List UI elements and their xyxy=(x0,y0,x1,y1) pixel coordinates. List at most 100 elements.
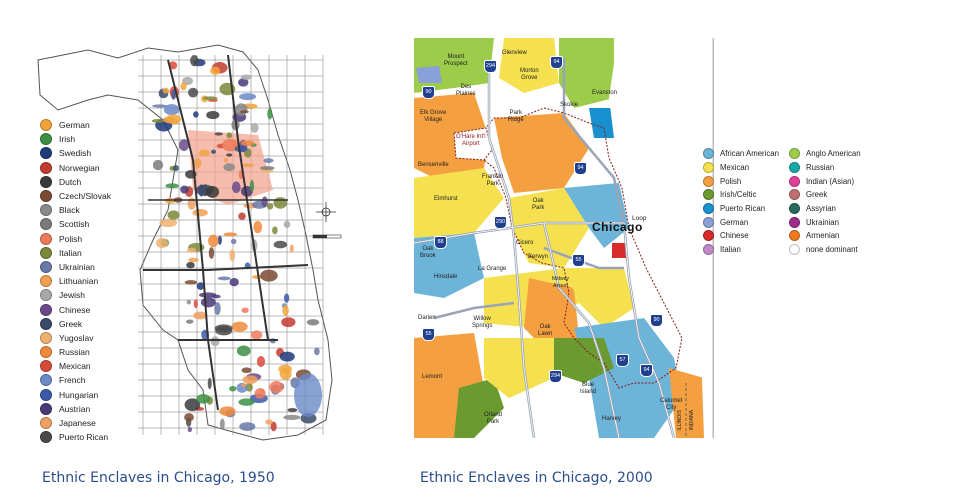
place-label: Darien xyxy=(418,315,436,321)
map-1950-legend-item: Austrian xyxy=(40,402,111,416)
enclave-patch xyxy=(184,413,194,422)
legend-swatch-icon xyxy=(703,203,714,215)
legend-swatch-icon xyxy=(789,175,800,187)
legend-label: Jewish xyxy=(59,290,85,301)
legend-label: Irish xyxy=(59,134,76,145)
enclave-patch xyxy=(188,87,199,98)
enclave-patch xyxy=(188,257,199,263)
enclave-patch xyxy=(200,297,216,308)
place-label: Franklin Park xyxy=(482,174,504,187)
legend-label: Austrian xyxy=(59,403,91,414)
place-label: Skokie xyxy=(560,102,579,108)
legend-label: Czech/Slovak xyxy=(59,191,111,202)
place-label: Calumet City xyxy=(660,398,683,411)
map-2000-graphic xyxy=(414,38,714,438)
enclave-patch xyxy=(163,104,180,116)
enclave-patch xyxy=(186,247,197,253)
enclave-region xyxy=(416,66,442,83)
legend-1950: German Irish Swedish Norwegian Dutch Czech/Sl… xyxy=(40,118,111,444)
enclave-patch xyxy=(294,373,322,417)
place-label: Morton Grove xyxy=(520,68,539,81)
map-1950-legend-item: Italian xyxy=(40,246,111,260)
legend-swatch-icon xyxy=(40,402,52,415)
enclave-patch xyxy=(283,414,301,421)
enclave-region xyxy=(669,368,704,438)
legend-label: Hungarian xyxy=(59,389,99,400)
legend-swatch-icon xyxy=(40,417,52,430)
legend-swatch-icon xyxy=(789,216,800,228)
legend-label: Polish xyxy=(59,233,83,244)
enclave-region xyxy=(454,378,504,438)
highway-shield-icon: 55 xyxy=(422,328,435,341)
city-label: Chicago xyxy=(592,220,643,234)
legend-swatch-icon xyxy=(703,230,714,242)
enclave-patch xyxy=(165,114,182,125)
legend-swatch-icon xyxy=(40,431,52,444)
place-label: Glenview xyxy=(502,50,527,56)
legend-label: Puerto Rican xyxy=(720,204,766,214)
place-label: Mount Prospect xyxy=(444,54,468,67)
legend-label: Swedish xyxy=(59,148,92,159)
legend-swatch-icon xyxy=(789,244,800,256)
enclave-patch xyxy=(231,321,248,332)
place-label: Harvey xyxy=(602,416,622,422)
highway-shield-icon: 94 xyxy=(574,162,587,175)
legend-label: none dominant xyxy=(806,245,858,255)
place-label: Midway Airport xyxy=(552,276,569,289)
enclave-patch xyxy=(208,247,215,259)
enclave-patch xyxy=(208,234,219,248)
expressway xyxy=(433,301,515,320)
enclave-patch xyxy=(240,140,255,146)
enclave-patch xyxy=(226,132,233,139)
legend-swatch-icon xyxy=(40,232,52,245)
map-1950-legend-item: Norwegian xyxy=(40,161,111,175)
map-1950-legend-item: Polish xyxy=(40,232,111,246)
lake-michigan xyxy=(609,38,714,438)
enclave-patch xyxy=(167,210,180,220)
legend-swatch-icon xyxy=(40,331,52,344)
enclave-patch xyxy=(211,149,217,154)
map-1950-legend-item: Ukrainian xyxy=(40,260,111,274)
enclave-patch xyxy=(219,406,236,417)
enclave-patch xyxy=(199,292,217,298)
enclave-patch xyxy=(239,422,256,431)
enclave-patch xyxy=(217,235,222,245)
highway-shield-icon: 94 xyxy=(550,56,563,69)
legend-label: Mexican xyxy=(720,163,750,173)
enclave-patch xyxy=(152,159,164,171)
legend-swatch-icon xyxy=(703,175,714,187)
enclave-patch xyxy=(266,203,274,210)
enclave-patch xyxy=(193,311,208,320)
expressway xyxy=(543,246,624,270)
legend-swatch-icon xyxy=(40,374,52,387)
enclave-patch xyxy=(261,196,268,208)
enclave-patch xyxy=(240,74,252,80)
map-1950-legend-item: French xyxy=(40,373,111,387)
enclave-region xyxy=(414,168,504,238)
enclave-patch xyxy=(171,89,176,100)
legend-swatch-icon xyxy=(789,189,800,201)
legend-label: French xyxy=(59,375,86,386)
enclave-patch xyxy=(236,345,251,357)
enclave-region xyxy=(559,38,614,108)
highway-shield-icon: 57 xyxy=(616,354,629,367)
loop-label: Loop xyxy=(632,215,647,222)
place-label: Blue Island xyxy=(580,382,597,395)
enclave-patch xyxy=(210,336,220,347)
legend-label: Dutch xyxy=(59,176,82,187)
enclave-patch xyxy=(202,96,218,101)
legend-2000: African American Anglo American Mexican Rus… xyxy=(703,147,871,257)
enclave-patch xyxy=(241,367,252,374)
enclave-patch xyxy=(265,419,273,425)
enclave-patch xyxy=(267,108,273,120)
enclave-patch xyxy=(186,319,194,324)
map-2000-legend-item: Greek xyxy=(789,188,871,202)
expressway xyxy=(562,58,626,224)
legend-swatch-icon xyxy=(40,190,52,203)
map-1950-legend-item: Black xyxy=(40,203,111,217)
legend-swatch-icon xyxy=(703,162,714,174)
place-label: Berwyn xyxy=(528,254,549,260)
legend-label: Ukrainian xyxy=(59,261,95,272)
map-1950-legend-item: Swedish xyxy=(40,146,111,160)
enclave-region xyxy=(564,268,634,328)
